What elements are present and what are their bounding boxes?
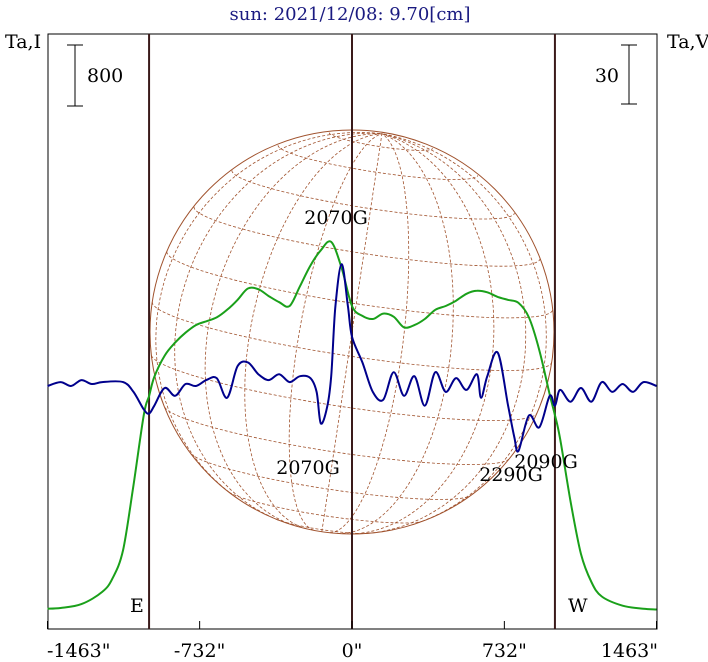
disk-longitude-line [381,133,547,526]
reference-lines [148,34,556,629]
annotation-2290g: 2290G [479,464,543,486]
disk-longitude-line [244,133,383,530]
disk-longitude-line [321,133,383,532]
disk-longitude-line [351,133,495,535]
x-tick-label: 1463" [601,640,658,662]
disk-latitude-line [277,145,479,180]
annotation-2090g: 2090G [514,451,578,473]
x-axis-ticks: -1463" -732" 0" 732" 1463" [47,621,658,662]
x-tick-label: -1463" [47,640,111,662]
annotation-2070g-bottom: 2070G [276,457,340,479]
disk-longitude-line [329,133,410,534]
x-tick-label: -732" [174,640,225,662]
disk-latitude-line [231,170,515,220]
left-axis-label: Ta,I [5,31,41,53]
left-scale-value: 800 [87,65,123,87]
disk-latitude-line [228,491,423,524]
west-limb-label: W [568,595,588,617]
right-scale-bar [621,44,637,105]
annotation-2070g-top: 2070G [304,207,368,229]
disk-latitude-line [151,355,537,421]
disk-longitude-line [337,133,454,534]
east-limb-label: E [130,595,144,617]
right-scale-value: 30 [595,65,619,87]
left-scale-bar [67,44,83,107]
x-tick-label: 732" [482,640,527,662]
right-axis-label: Ta,V [667,31,708,53]
disk-latitude-line [164,407,509,465]
disk-longitude-line [155,131,383,499]
disk-latitude-line [193,206,541,267]
x-tick-label: 0" [342,640,363,662]
disk-latitude-line [166,251,554,319]
series-polarization [47,263,657,453]
disk-longitude-line [204,133,382,526]
series-intensity [47,240,657,611]
disk-latitude-line [328,132,433,151]
chart-title: sun: 2021/12/08: 9.70[cm] [229,4,470,25]
solar-disk [149,129,555,535]
